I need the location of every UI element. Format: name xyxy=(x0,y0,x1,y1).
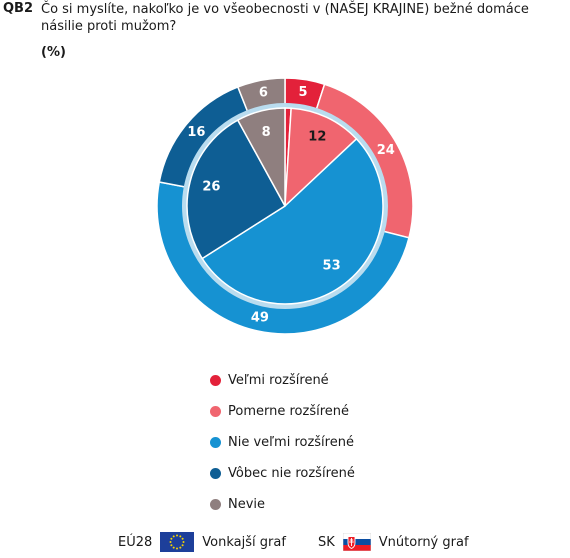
slovakia-flag-icon xyxy=(342,533,371,551)
footer: EÚ28 Vonkajší graf SK xyxy=(0,531,570,553)
inner-ring-segment xyxy=(284,107,358,208)
unit-label: (%) xyxy=(41,45,66,60)
chart-legend: Veľmi rozšírené Pomerne rozšírené Nie ve… xyxy=(210,365,355,520)
inner-ring-data-label: 12 xyxy=(308,130,326,145)
inner-ring-data-label: 8 xyxy=(262,125,271,140)
inner-ring-segment xyxy=(201,137,384,305)
legend-item: Nevie xyxy=(210,489,355,520)
legend-swatch xyxy=(210,375,221,386)
legend-label: Nie veľmi rozšírené xyxy=(228,435,354,450)
outer-ring-data-label: 49 xyxy=(251,311,269,326)
question-code: QB2 xyxy=(3,1,34,16)
legend-item: Pomerne rozšírené xyxy=(210,396,355,427)
outer-ring-data-label: 16 xyxy=(187,125,205,140)
sk-code: SK xyxy=(318,534,335,550)
inner-ring-data-label: 26 xyxy=(202,180,220,195)
outer-ring-data-label: 6 xyxy=(259,86,268,101)
ring-separator xyxy=(182,103,388,309)
inner-ring-segment xyxy=(236,107,286,207)
legend-item: Vôbec nie rozšírené xyxy=(210,458,355,489)
inner-ring-data-label: 53 xyxy=(323,259,341,274)
outer-ring-data-label: 24 xyxy=(377,143,395,158)
footer-sk: SK Vnútorný graf xyxy=(318,531,469,553)
question-text: Čo si myslíte, nakoľko je vo všeobecnost… xyxy=(41,2,529,34)
legend-swatch xyxy=(210,437,221,448)
legend-item: Nie veľmi rozšírené xyxy=(210,427,355,458)
legend-label: Pomerne rozšírené xyxy=(228,404,349,419)
donut-chart: 5 24 49 16 6 12 53 26 8 xyxy=(156,77,414,335)
inner-ring-segment xyxy=(186,119,286,260)
eu-label: Vonkajší graf xyxy=(202,534,286,550)
footer-eu: EÚ28 Vonkajší graf xyxy=(118,531,286,553)
eu-flag-icon xyxy=(160,532,195,552)
sk-label: Vnútorný graf xyxy=(378,534,469,550)
legend-label: Nevie xyxy=(228,497,266,512)
legend-swatch xyxy=(210,406,221,417)
legend-swatch xyxy=(210,468,221,479)
legend-item: Veľmi rozšírené xyxy=(210,365,355,396)
eu-code: EÚ28 xyxy=(118,534,153,550)
legend-swatch xyxy=(210,499,221,510)
legend-label: Vôbec nie rozšírené xyxy=(228,466,355,481)
legend-label: Veľmi rozšírené xyxy=(228,373,329,388)
outer-ring-data-label: 5 xyxy=(298,85,307,100)
